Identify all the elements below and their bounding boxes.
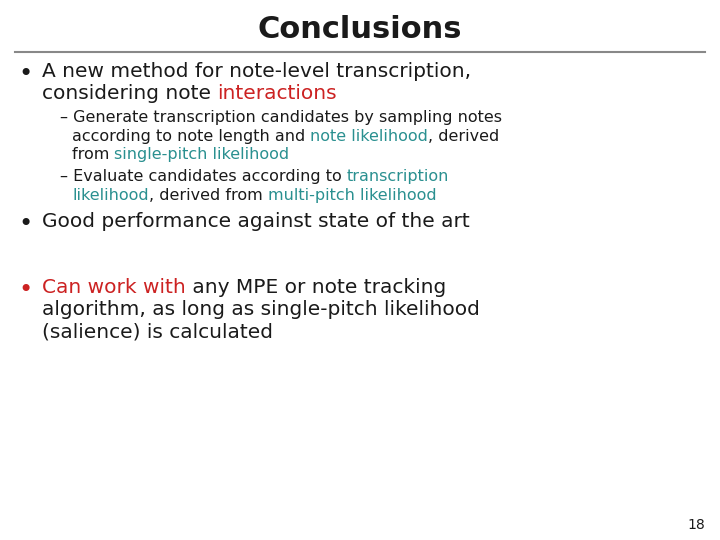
Text: Can work with: Can work with bbox=[42, 278, 186, 297]
Text: note likelihood: note likelihood bbox=[310, 129, 428, 144]
Text: considering note: considering note bbox=[42, 84, 217, 103]
Text: transcription: transcription bbox=[347, 169, 449, 184]
Text: Conclusions: Conclusions bbox=[258, 15, 462, 44]
Text: Good performance against state of the art: Good performance against state of the ar… bbox=[42, 212, 469, 231]
Text: •: • bbox=[18, 212, 32, 236]
Text: 18: 18 bbox=[688, 518, 705, 532]
Text: multi-pitch likelihood: multi-pitch likelihood bbox=[268, 188, 436, 203]
Text: – Evaluate candidates according to: – Evaluate candidates according to bbox=[60, 169, 347, 184]
Text: algorithm, as long as single-pitch likelihood: algorithm, as long as single-pitch likel… bbox=[42, 300, 480, 319]
Text: single-pitch likelihood: single-pitch likelihood bbox=[114, 147, 289, 162]
Text: – Generate transcription candidates by sampling notes: – Generate transcription candidates by s… bbox=[60, 110, 502, 125]
Text: A new method for note-level transcription,: A new method for note-level transcriptio… bbox=[42, 62, 471, 81]
Text: likelihood: likelihood bbox=[72, 188, 148, 203]
Text: , derived: , derived bbox=[428, 129, 500, 144]
Text: (salience) is calculated: (salience) is calculated bbox=[42, 322, 273, 341]
Text: •: • bbox=[18, 278, 32, 302]
Text: any MPE or note tracking: any MPE or note tracking bbox=[186, 278, 446, 297]
Text: according to note length and: according to note length and bbox=[72, 129, 310, 144]
Text: , derived from: , derived from bbox=[148, 188, 268, 203]
Text: •: • bbox=[18, 62, 32, 86]
Text: from: from bbox=[72, 147, 114, 162]
Text: interactions: interactions bbox=[217, 84, 337, 103]
